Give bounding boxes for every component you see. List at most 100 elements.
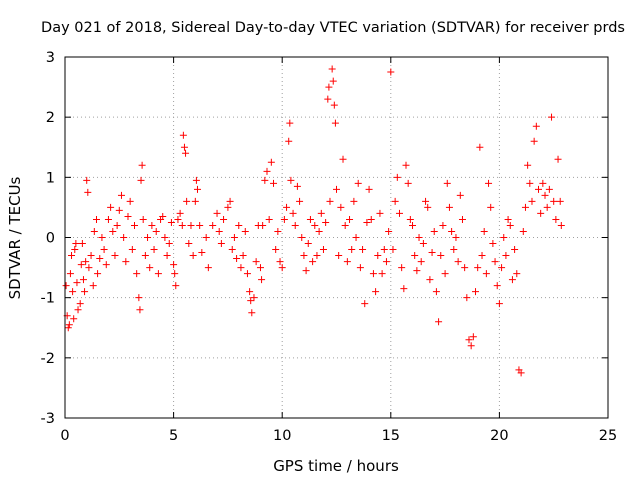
data-point (285, 137, 293, 145)
data-point (79, 276, 87, 284)
data-point (315, 227, 323, 235)
data-point (445, 203, 453, 211)
data-point (180, 143, 188, 151)
data-point (74, 306, 82, 314)
data-point (395, 209, 403, 217)
data-point (331, 119, 339, 127)
y-axis-label: SDTVAR / TECUs (6, 176, 24, 299)
data-point (389, 246, 397, 254)
x-tick-label: 15 (382, 428, 400, 444)
data-point (182, 149, 190, 157)
data-point (489, 240, 497, 248)
data-point (356, 264, 364, 272)
data-point (104, 215, 112, 223)
data-point (293, 182, 301, 190)
data-point (322, 218, 330, 226)
data-point (165, 240, 173, 248)
data-point (163, 252, 171, 260)
data-point (71, 246, 79, 254)
y-tick-label: -3 (41, 411, 55, 427)
data-point (196, 221, 204, 229)
data-point (141, 252, 149, 260)
data-point (267, 158, 275, 166)
x-axis-label: GPS time / hours (273, 457, 399, 475)
data-point (276, 258, 284, 266)
data-point (306, 215, 314, 223)
data-point (467, 342, 475, 350)
data-point (346, 215, 354, 223)
data-point (343, 258, 351, 266)
data-point (120, 234, 128, 241)
data-point (135, 294, 143, 302)
data-point (545, 185, 553, 193)
data-point (491, 258, 499, 266)
data-point (380, 246, 388, 254)
data-point (215, 227, 223, 235)
data-point (502, 252, 510, 260)
data-point (329, 77, 337, 85)
data-point (543, 203, 551, 211)
data-point (265, 215, 273, 223)
data-point (469, 333, 477, 341)
x-tick-label: 20 (490, 428, 508, 444)
data-point (185, 240, 193, 248)
data-point (319, 246, 327, 254)
data-point (70, 315, 78, 323)
data-point (480, 227, 488, 235)
data-point (474, 264, 482, 272)
data-point (81, 288, 89, 296)
data-point (435, 318, 443, 326)
data-point (82, 258, 90, 266)
data-point (154, 270, 162, 278)
data-point (250, 294, 258, 302)
x-tick-label: 10 (273, 428, 291, 444)
data-point (278, 264, 286, 272)
data-point (152, 227, 160, 235)
data-point (233, 255, 241, 263)
data-point (452, 234, 460, 241)
data-point (556, 197, 564, 205)
data-point (128, 246, 136, 254)
data-point (367, 215, 375, 223)
data-point (335, 252, 343, 260)
data-point (552, 215, 560, 223)
data-point (172, 282, 180, 290)
data-point (534, 185, 542, 193)
data-point (183, 197, 191, 205)
data-point (133, 270, 141, 278)
data-point (179, 131, 187, 139)
data-point (325, 83, 333, 91)
data-point (354, 179, 362, 187)
data-point (482, 270, 490, 278)
data-point (463, 294, 471, 302)
data-point (159, 212, 167, 220)
data-point (521, 203, 529, 211)
data-point (174, 215, 182, 223)
data-point (441, 270, 449, 278)
grid (65, 57, 608, 418)
data-point (302, 267, 310, 275)
data-point (539, 179, 547, 187)
data-point (317, 209, 325, 217)
data-point (76, 300, 84, 308)
data-point (550, 197, 558, 205)
data-point (352, 234, 360, 241)
data-point (298, 234, 306, 241)
data-point (77, 261, 85, 269)
data-point (417, 258, 425, 266)
data-point (89, 282, 97, 290)
data-point (239, 252, 247, 260)
data-point (554, 155, 562, 163)
data-point (170, 261, 178, 269)
data-point (90, 227, 98, 235)
data-point (341, 221, 349, 229)
data-point (476, 143, 484, 151)
data-point (406, 215, 414, 223)
data-point (415, 234, 423, 241)
data-point (402, 161, 410, 169)
data-point (363, 218, 371, 226)
data-point (213, 209, 221, 217)
data-point (461, 264, 469, 272)
data-point (311, 221, 319, 229)
